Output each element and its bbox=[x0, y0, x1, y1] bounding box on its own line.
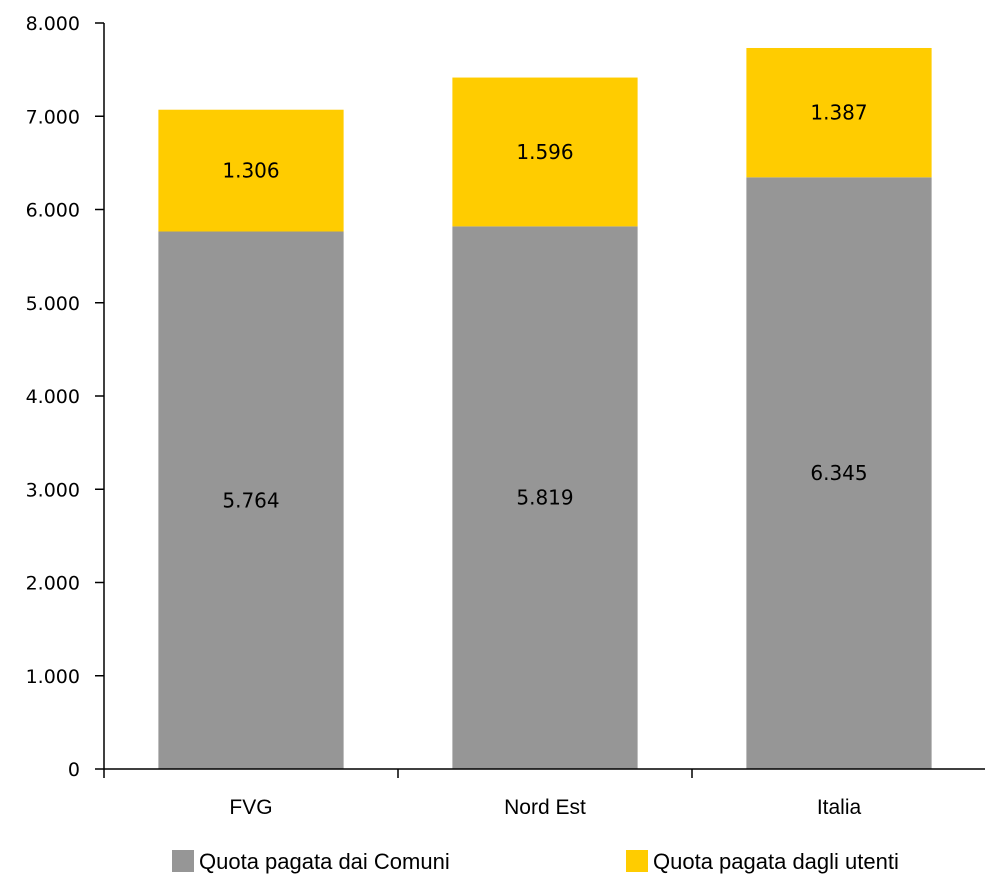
data-label: 1.306 bbox=[222, 159, 279, 183]
legend-swatch-utenti bbox=[626, 850, 648, 872]
bar-segment bbox=[746, 177, 932, 770]
y-ticks-group: 0 1.000 2.000 3.000 4.000 5.000 6.000 7.000 8.00… bbox=[26, 13, 104, 781]
y-tick-label: 2.000 bbox=[26, 573, 80, 595]
data-label: 5.819 bbox=[516, 486, 573, 510]
x-category-label: Nord Est bbox=[504, 796, 586, 819]
bars-group bbox=[158, 47, 932, 770]
y-tick-label: 4.000 bbox=[26, 386, 80, 408]
y-tick-label: 0 bbox=[68, 759, 80, 781]
data-labels-group: 5.764 1.306 5.819 1.596 6.345 1.387 bbox=[222, 101, 867, 513]
y-tick-label: 5.000 bbox=[26, 293, 80, 315]
data-label: 1.596 bbox=[516, 140, 573, 164]
legend-label-comuni: Quota pagata dai Comuni bbox=[199, 849, 450, 874]
data-label: 5.764 bbox=[222, 488, 279, 512]
data-label: 1.387 bbox=[810, 101, 867, 125]
bar-segment bbox=[452, 77, 638, 227]
y-tick-label: 7.000 bbox=[26, 106, 80, 128]
y-tick-label: 3.000 bbox=[26, 479, 80, 501]
x-ticks-group: FVG Nord Est Italia bbox=[103, 769, 862, 819]
y-tick-label: 8.000 bbox=[26, 13, 80, 35]
legend-swatch-comuni bbox=[172, 850, 194, 872]
data-label: 6.345 bbox=[810, 461, 867, 485]
bar-segment bbox=[158, 109, 344, 232]
legend: Quota pagata dai Comuni Quota pagata dag… bbox=[172, 849, 899, 874]
bar-segment bbox=[158, 231, 344, 769]
y-tick-label: 6.000 bbox=[26, 200, 80, 222]
x-category-label: FVG bbox=[229, 796, 272, 819]
legend-label-utenti: Quota pagata dagli utenti bbox=[653, 849, 899, 874]
bar-segment bbox=[452, 226, 638, 770]
x-category-label: Italia bbox=[817, 796, 862, 819]
bar-segment bbox=[746, 47, 932, 178]
y-tick-label: 1.000 bbox=[26, 666, 80, 688]
